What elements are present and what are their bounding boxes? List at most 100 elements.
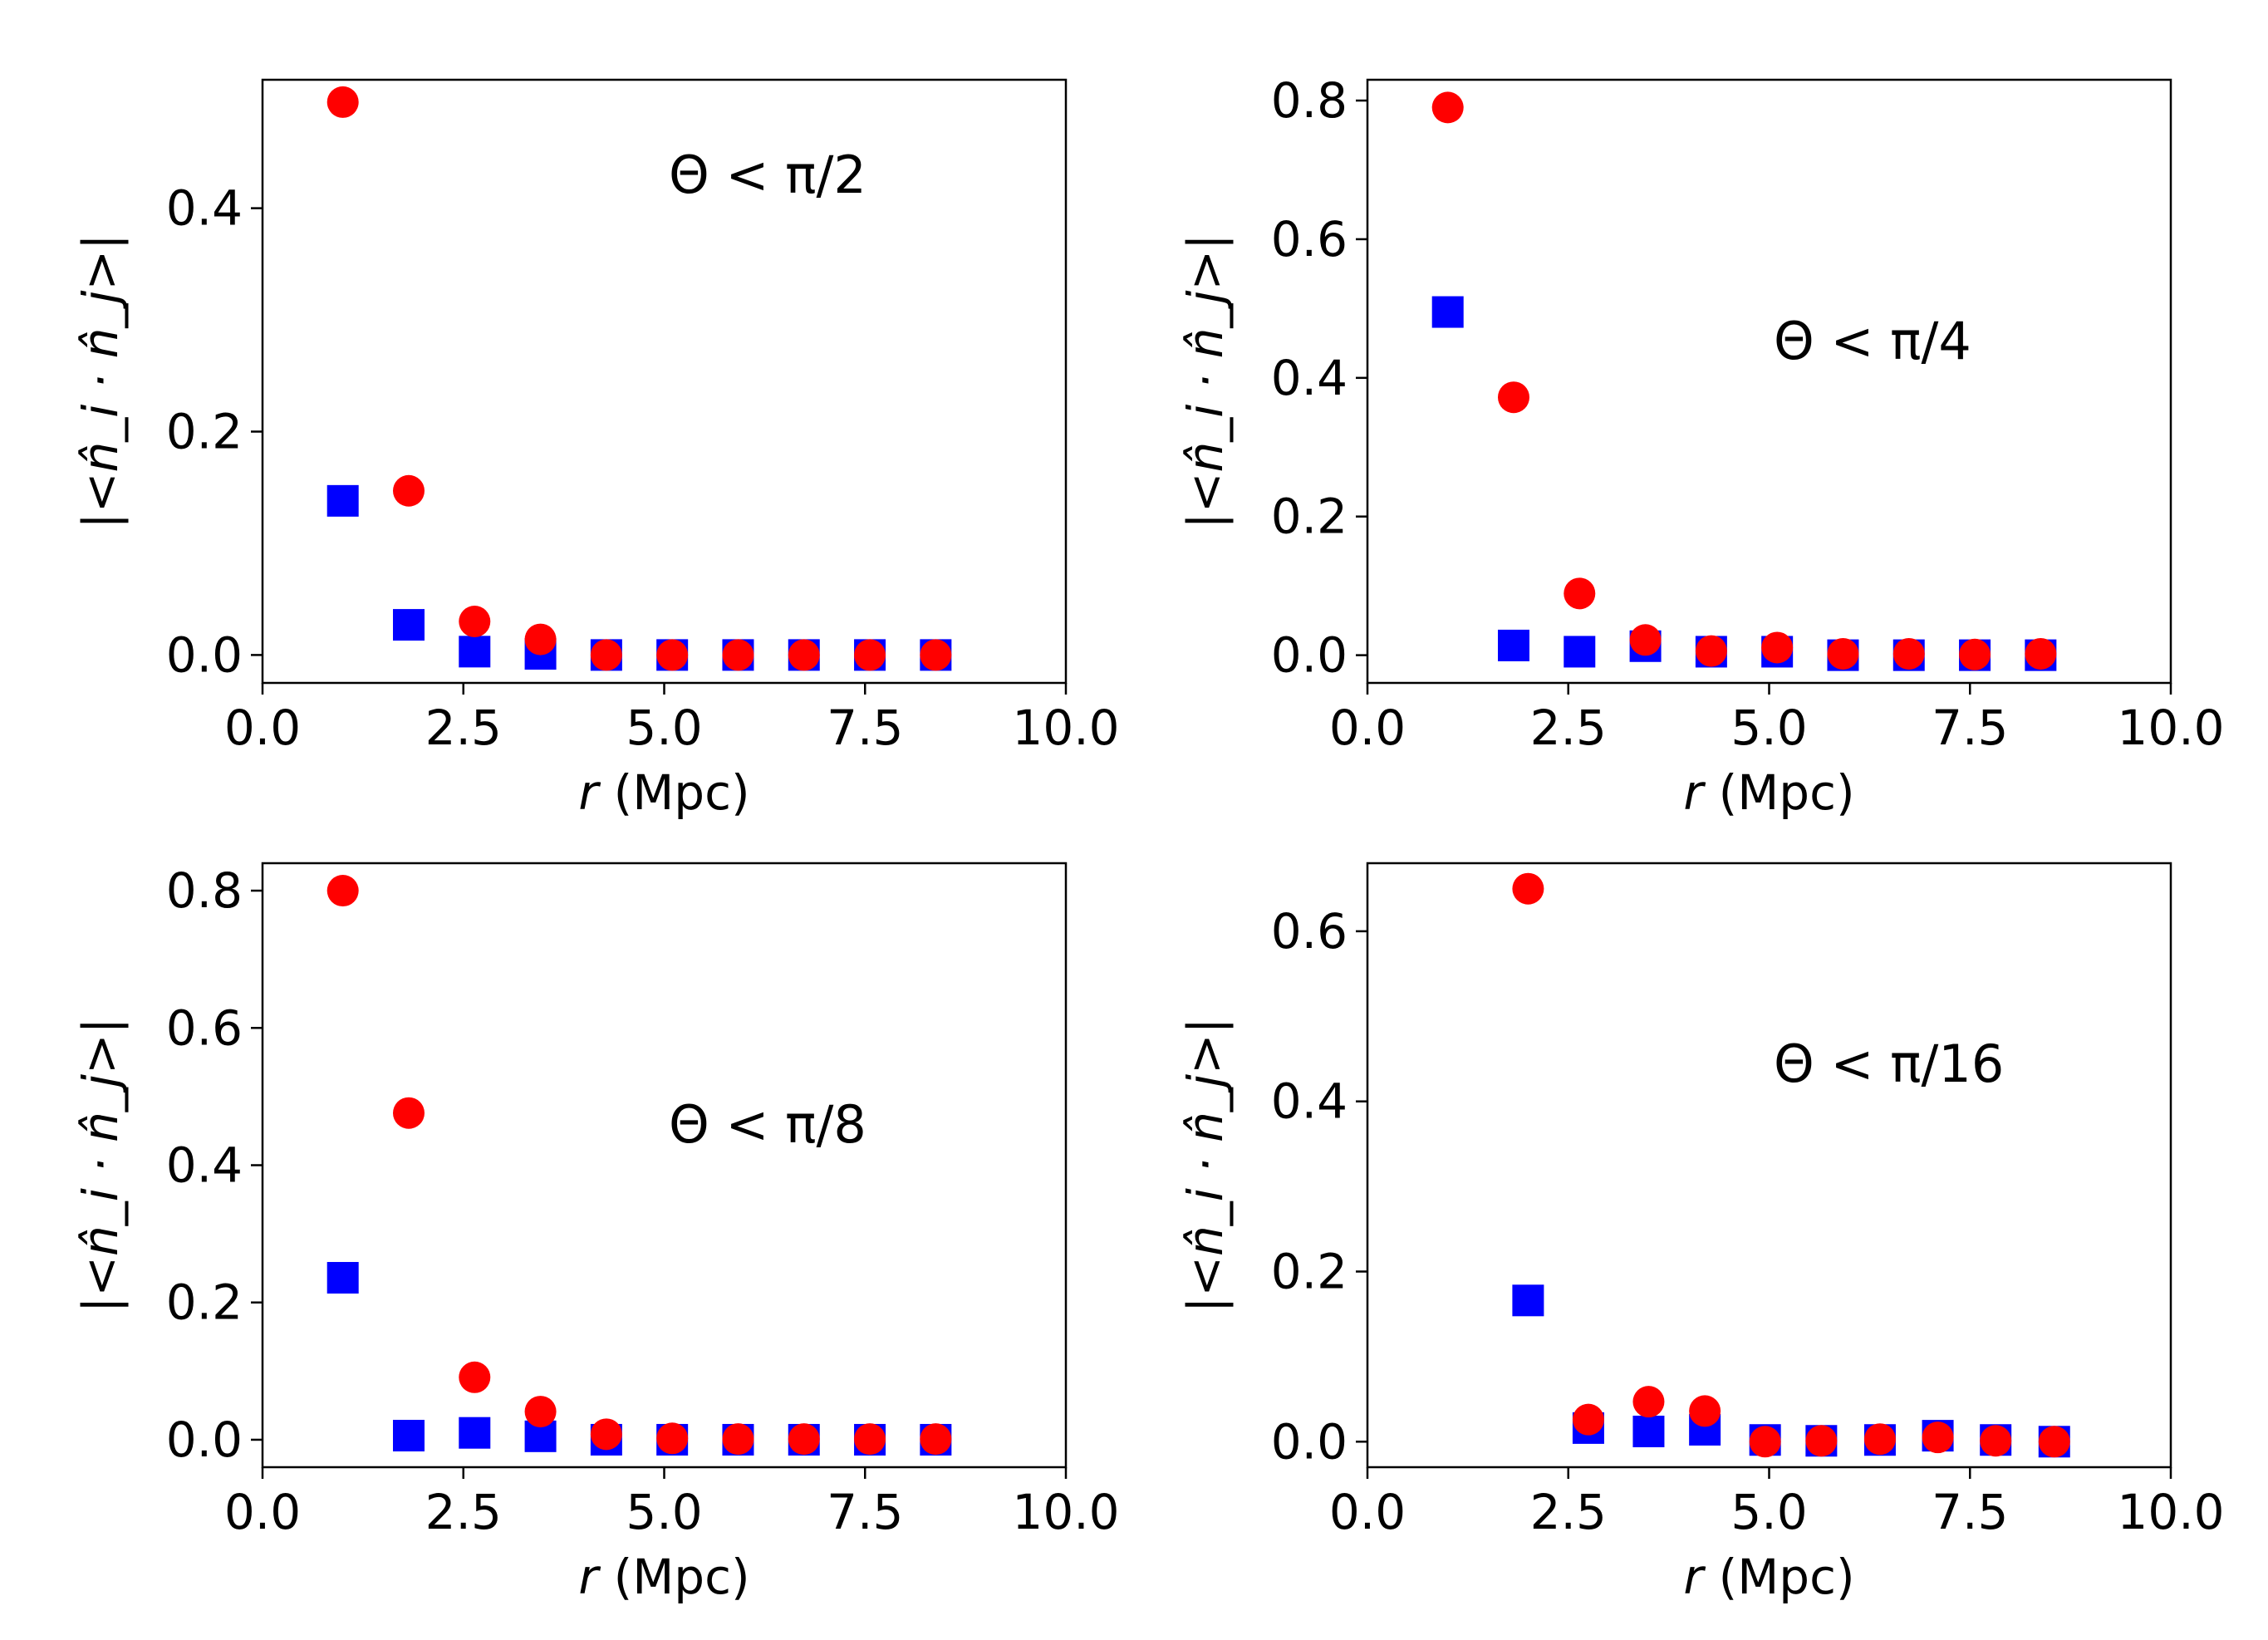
circle-point [722,1423,754,1456]
y-axis-label: |<n̂_i · n̂_j>| [1177,233,1234,528]
axes-frame [261,862,1068,1469]
x-tick-label: 0.0 [224,1484,301,1540]
x-tick-label: 2.5 [1530,700,1607,756]
x-tick-label: 5.0 [1730,1484,1807,1540]
y-tick-label: 0.0 [166,626,243,683]
x-tick-label: 7.5 [827,1484,903,1540]
circle-point [590,639,622,671]
axes-frame [261,78,1068,685]
circle-point [392,474,425,507]
panel-1: 0.0 2.5 5.0 7.5 10.0 0.0 0.2 0.4 r (Mpc) |<n̂_i ·… [72,78,1120,821]
circle-point [1863,1423,1896,1456]
y-tick-label: 0.0 [1271,1413,1348,1470]
circle-point [1695,635,1727,667]
x-tick-label: 10.0 [2117,700,2224,756]
panel-annotation: Θ < π/2 [669,145,866,205]
square-point [1632,1415,1665,1447]
x-axis-label: r (Mpc) [1683,1549,1854,1605]
circle-point [1564,577,1596,610]
x-tick-label: 5.0 [1730,700,1807,756]
circle-point [1431,91,1464,124]
x-tick-label: 7.5 [1932,1484,2008,1540]
square-point [459,1417,491,1449]
circle-point [656,1422,689,1455]
circle-point [524,623,557,656]
circle-point [1497,381,1529,414]
square-point [326,484,359,517]
x-tick-label: 2.5 [1530,1484,1607,1540]
panel-annotation: Θ < π/4 [1774,311,1971,371]
circle-point [1629,624,1662,656]
y-tick-label: 0.0 [166,1412,243,1468]
circle-point [920,1423,952,1456]
axes-frame [1366,78,2172,685]
x-tick-label: 0.0 [224,700,301,756]
circle-point [326,875,359,907]
x-tick-label: 10.0 [2117,1484,2224,1540]
square-point [459,636,491,668]
square-point [1431,296,1464,328]
square-point [326,1261,359,1294]
x-tick-label: 5.0 [626,1484,702,1540]
circle-point [2038,1426,2070,1458]
circle-point [1749,1426,1781,1458]
x-tick-label: 7.5 [1932,700,2008,756]
x-axis-label: r (Mpc) [1683,764,1854,821]
panel-2: 0.0 2.5 5.0 7.5 10.0 0.0 0.2 0.4 0.6 0.8 r (Mpc) |<… [1177,72,2225,821]
y-axis-label: |<n̂_i · n̂_j>| [72,1018,129,1313]
circle-point [1572,1403,1604,1436]
y-tick-label: 0.4 [1271,1073,1348,1130]
circle-point [524,1396,557,1428]
x-tick-label: 10.0 [1012,700,1119,756]
circle-point [1761,631,1794,664]
panel-annotation: Θ < π/8 [669,1094,866,1155]
circle-point [459,606,491,638]
circle-point [326,86,359,118]
circle-point [1512,872,1544,905]
circle-point [656,639,689,671]
x-tick-label: 2.5 [425,700,502,756]
square-point [1564,636,1596,668]
circle-point [459,1361,491,1393]
circle-point [1892,637,1925,670]
x-tick-label: 7.5 [827,700,903,756]
y-tick-label: 0.8 [166,862,243,919]
x-tick-label: 2.5 [425,1484,502,1540]
panel-3: 0.0 2.5 5.0 7.5 10.0 0.0 0.2 0.4 0.6 0.8 r (Mpc) |<… [72,862,1120,1605]
y-tick-label: 0.2 [1271,1243,1348,1299]
circle-point [590,1418,622,1451]
x-axis-label: r (Mpc) [578,764,749,821]
y-tick-label: 0.4 [1271,350,1348,406]
circle-point [1980,1425,2012,1457]
x-tick-label: 5.0 [626,700,702,756]
y-tick-label: 0.6 [1271,211,1348,268]
circle-point [1805,1425,1838,1457]
square-point [1512,1284,1544,1317]
y-tick-label: 0.0 [1271,627,1348,684]
circle-point [1632,1386,1665,1418]
y-tick-label: 0.4 [166,1137,243,1194]
square-point [1497,629,1529,661]
circle-point [1689,1395,1721,1427]
circle-point [722,639,754,671]
circle-point [788,1423,820,1456]
x-tick-label: 0.0 [1329,700,1406,756]
panel-annotation: Θ < π/16 [1774,1034,2004,1094]
x-tick-label: 0.0 [1329,1484,1406,1540]
x-tick-label: 10.0 [1012,1484,1119,1540]
y-tick-label: 0.6 [166,999,243,1056]
circle-point [1959,638,1991,670]
circle-point [854,639,886,671]
y-tick-label: 0.2 [166,1274,243,1331]
y-axis-label: |<n̂_i · n̂_j>| [72,233,129,528]
y-tick-label: 0.6 [1271,903,1348,960]
y-axis-label: |<n̂_i · n̂_j>| [1177,1018,1234,1313]
circle-point [920,639,952,671]
y-tick-label: 0.8 [1271,72,1348,129]
y-tick-label: 0.2 [1271,489,1348,545]
square-point [392,609,425,641]
circle-point [1922,1421,1954,1454]
circle-point [2025,637,2057,670]
circle-point [392,1097,425,1129]
